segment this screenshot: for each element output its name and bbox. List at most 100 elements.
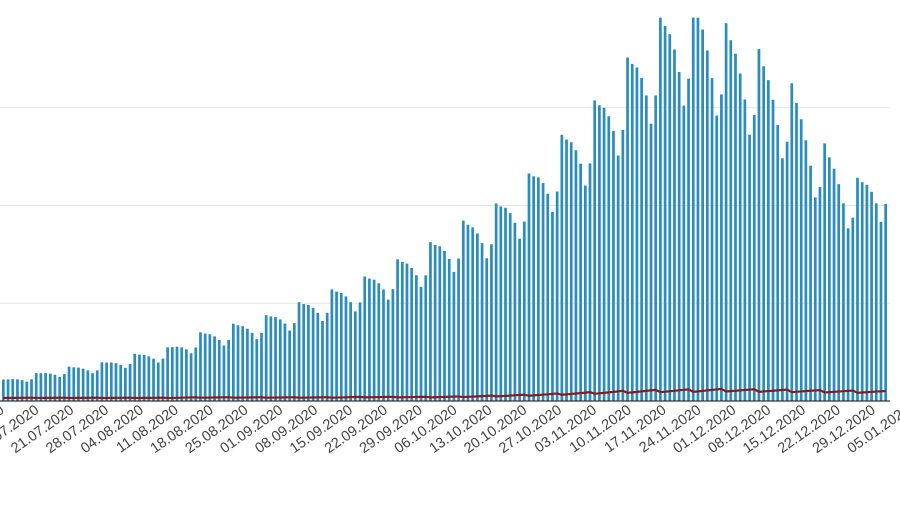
bar [654,95,658,402]
bar [194,347,198,401]
bar [776,124,780,401]
bar [494,203,498,401]
bar [832,168,836,401]
bar [785,141,789,401]
bar [109,362,113,401]
bar [288,330,291,401]
bar [199,332,202,401]
bar [447,258,451,401]
line-series [3,387,886,400]
bar [537,177,540,401]
bar [588,163,592,401]
bar [837,184,841,401]
bar [307,304,310,401]
bar [53,374,57,401]
bar [16,379,19,401]
bar [147,356,151,401]
bar [325,312,329,401]
bar [612,131,615,401]
bar [527,173,531,401]
bar [72,367,76,401]
bar [377,283,381,401]
bar [25,381,29,401]
bar [522,221,526,401]
bar [546,193,550,401]
bar [865,184,869,401]
bar [480,243,484,401]
bar [391,289,395,401]
line-series-path [3,387,886,400]
bar [2,379,5,401]
bar [311,307,315,401]
bar [405,263,409,401]
bar [842,203,845,401]
bar [63,374,66,401]
bar [30,379,33,401]
bar [518,238,521,401]
bar [142,355,146,401]
bar [663,26,667,402]
bar [368,278,371,401]
bar [77,367,80,401]
bar [630,63,634,401]
bar [372,279,376,401]
bar [466,224,470,401]
bar [419,286,423,401]
bar [551,211,554,401]
bar [508,213,512,401]
bar [396,259,399,401]
bar [189,353,193,401]
bar [827,157,831,401]
bar [762,66,766,401]
bar [579,163,582,401]
bar [771,99,775,401]
bar [790,83,794,401]
bar [818,187,822,401]
bar [410,267,414,401]
bar [701,29,704,402]
bar [715,115,719,401]
bar [166,347,169,401]
bar [203,333,207,401]
bar [565,139,568,401]
bar [339,292,343,401]
bar [128,364,132,401]
bar [424,275,428,401]
bar [213,336,216,401]
bar [799,119,803,401]
bar [457,258,460,401]
bar [363,276,367,401]
bar [659,17,662,401]
bar [44,373,47,401]
bar [208,334,212,401]
bar [11,379,15,401]
bar [105,362,108,401]
bar [813,197,817,401]
bar [598,105,601,401]
bar [349,302,353,401]
bar [677,72,681,401]
bar [541,183,545,401]
bar [560,134,564,401]
bar [241,326,245,401]
bar [443,250,446,401]
bar [734,53,737,401]
bar [569,142,573,401]
bar [809,165,812,401]
bar [846,228,850,401]
bar [217,339,221,401]
bar [724,23,728,401]
bar [124,367,127,401]
bar [180,347,184,401]
bar [58,376,62,401]
bar [513,222,517,401]
bar [874,203,878,401]
bar [227,339,230,401]
bar [34,373,38,401]
bar [673,49,676,402]
bar [222,345,226,401]
bar [485,258,489,401]
bar [851,217,855,401]
bar [574,150,578,401]
bar [555,191,559,401]
